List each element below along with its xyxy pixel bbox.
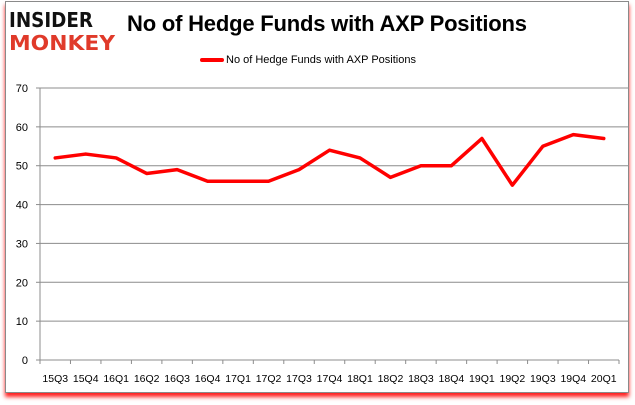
x-tick-label: 17Q1: [225, 373, 251, 385]
x-tick-label: 16Q1: [103, 373, 129, 385]
x-tick-label: 17Q3: [286, 373, 312, 385]
x-tick-label: 19Q4: [560, 373, 586, 385]
x-tick-label: 16Q3: [164, 373, 190, 385]
svg-text:MONKEY: MONKEY: [9, 31, 116, 53]
x-tick-label: 18Q3: [408, 373, 434, 385]
y-tick-label: 30: [16, 238, 28, 250]
series-line: [53, 132, 606, 187]
x-tick-label: 17Q2: [256, 373, 282, 385]
legend: No of Hedge Funds with AXP Positions: [200, 54, 416, 66]
y-tick-label: 50: [16, 161, 28, 173]
x-tick-label: 18Q2: [378, 373, 404, 385]
x-tick-label: 19Q3: [530, 373, 556, 385]
y-tick-label: 60: [16, 122, 28, 134]
y-tick-label: 10: [16, 316, 28, 328]
legend-label: No of Hedge Funds with AXP Positions: [226, 54, 416, 66]
chart-title: No of Hedge Funds with AXP Positions: [127, 11, 527, 36]
legend-swatch: [200, 58, 224, 62]
y-tick-label: 70: [16, 83, 28, 95]
chart-frame: [5, 1, 629, 393]
x-tick-label: 16Q4: [195, 373, 221, 385]
x-tick-label: 19Q1: [469, 373, 495, 385]
x-tick-label: 15Q4: [73, 373, 99, 385]
x-tick-label: 15Q3: [42, 373, 68, 385]
x-tick-label: 18Q1: [347, 373, 373, 385]
x-tick-label: 17Q4: [317, 373, 343, 385]
y-tick-label: 0: [22, 355, 28, 367]
insider-monkey-logo: INSIDER MONKEY: [9, 8, 116, 53]
x-tick-label: 18Q4: [439, 373, 465, 385]
y-tick-label: 20: [16, 277, 28, 289]
x-tick-label: 20Q1: [591, 373, 617, 385]
x-tick-label: 19Q2: [499, 373, 525, 385]
svg-text:INSIDER: INSIDER: [9, 8, 93, 32]
y-tick-label: 40: [16, 200, 28, 212]
x-tick-label: 16Q2: [134, 373, 160, 385]
